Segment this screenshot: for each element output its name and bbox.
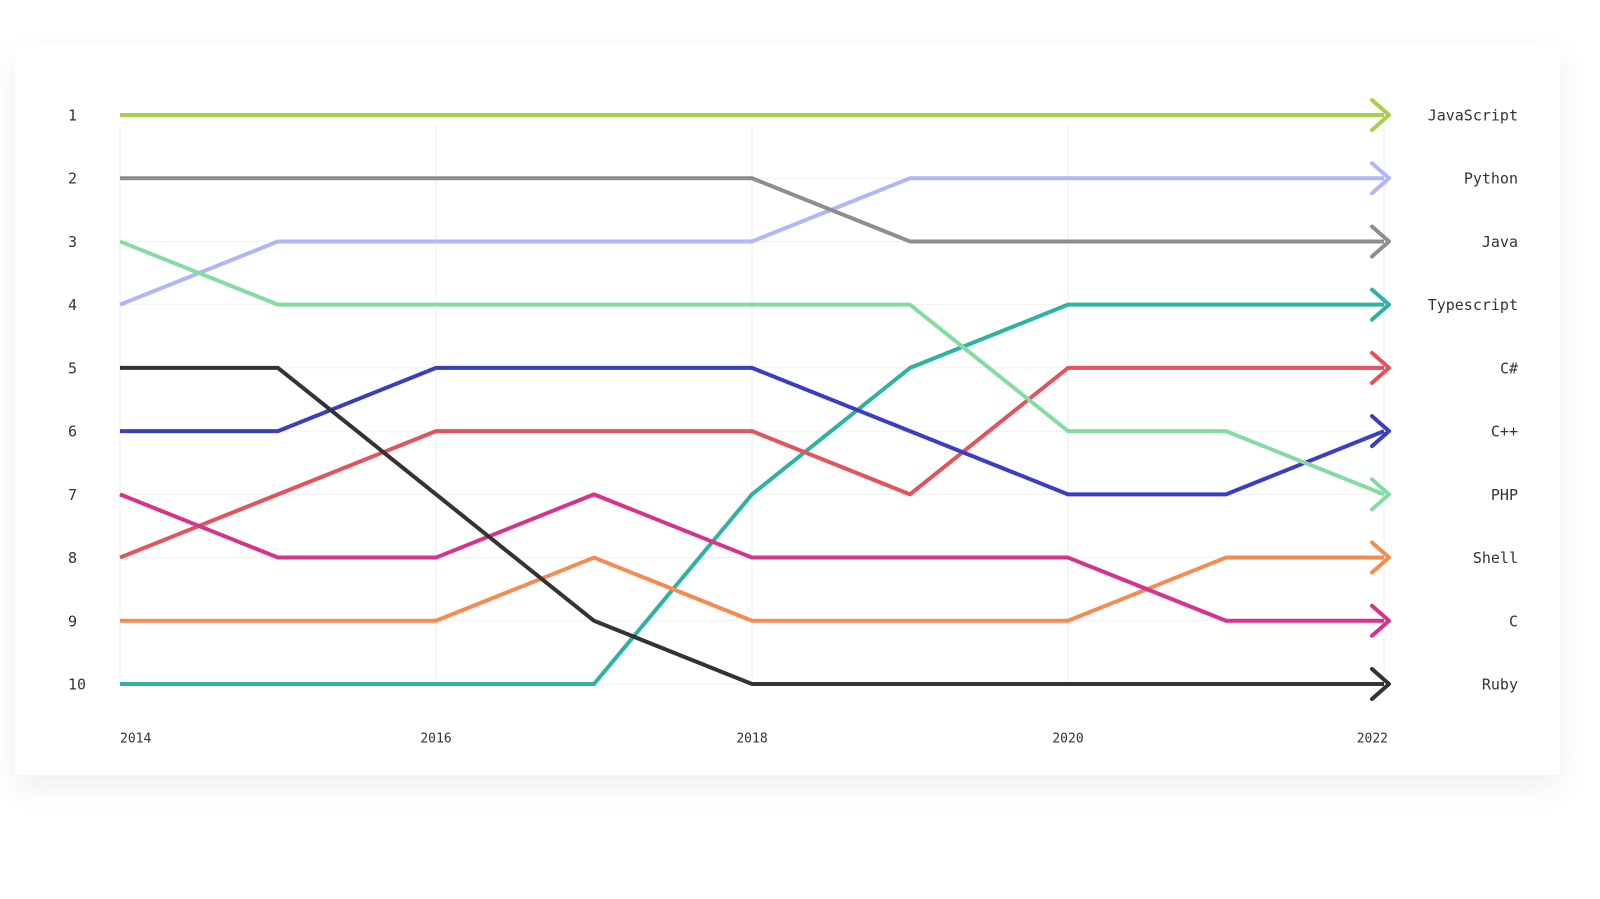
series-line (120, 365, 1384, 686)
y-tick-label: 4 (68, 296, 77, 314)
y-tick-label: 2 (68, 170, 77, 188)
x-tick-label: 2020 (1052, 732, 1083, 747)
series-line (120, 555, 1384, 623)
x-tick-label: 2014 (120, 732, 151, 747)
x-tick-label: 2018 (736, 732, 767, 747)
series-label: Shell (1473, 549, 1518, 567)
arrow-head (1370, 98, 1391, 132)
y-tick-label: 9 (68, 612, 77, 630)
y-tick-label: 6 (68, 423, 77, 441)
series-label: C++ (1491, 423, 1518, 441)
y-tick-label: 7 (68, 486, 77, 504)
y-tick-label: 5 (68, 359, 77, 377)
x-tick-label: 2022 (1357, 732, 1388, 747)
series-label: Typescript (1428, 296, 1518, 314)
arrow-head (1370, 603, 1391, 638)
arrow-head (1370, 540, 1391, 575)
series-line (120, 176, 1384, 244)
arrow-head (1370, 477, 1391, 512)
x-tick-label: 2016 (420, 732, 451, 747)
series-label: C (1509, 612, 1518, 630)
arrow-head (1370, 224, 1391, 259)
series-label: Ruby (1482, 676, 1518, 694)
series-label: Java (1482, 233, 1518, 251)
series-line (119, 176, 1384, 307)
y-tick-label: 1 (68, 107, 77, 125)
chart-card (15, 45, 1560, 775)
arrow-head (1370, 350, 1391, 385)
series-line (120, 302, 1384, 686)
y-tick-label: 3 (68, 233, 77, 251)
series-label: PHP (1491, 486, 1518, 504)
series-line (119, 365, 1384, 560)
series-label: Python (1464, 170, 1518, 188)
series-line (119, 239, 1385, 497)
series-label: C# (1500, 359, 1518, 377)
series-line (119, 492, 1384, 623)
arrow-head (1370, 161, 1391, 196)
y-tick-label: 8 (68, 549, 77, 567)
arrow-head (1370, 667, 1391, 701)
y-tick-label: 10 (68, 676, 86, 694)
series-label: JavaScript (1428, 107, 1518, 125)
arrow-head (1370, 287, 1391, 322)
arrow-head (1370, 414, 1391, 449)
